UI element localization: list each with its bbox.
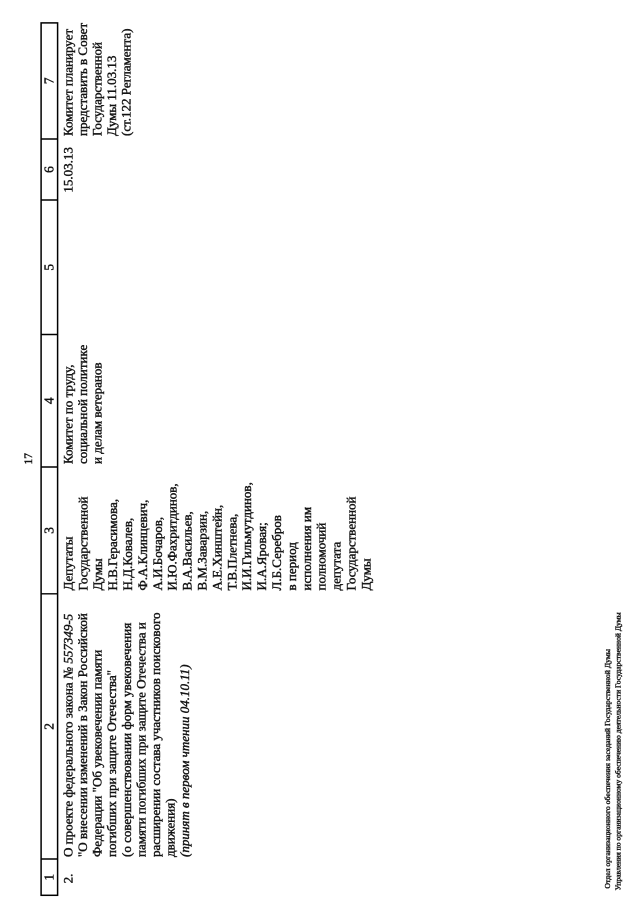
svg-text:15.03.13: 15.03.13 [60, 147, 75, 193]
svg-text:17: 17 [23, 453, 35, 465]
svg-text:2: 2 [42, 723, 57, 730]
svg-text:1: 1 [42, 874, 57, 881]
svg-text:(принят в первом чтении 04.10.: (принят в первом чтении 04.10.11) [177, 664, 192, 857]
svg-text:(о совершенствовании форм увек: (о совершенствовании форм увековечения [119, 623, 134, 857]
svg-text:Ф.А.Клинцевич,: Ф.А.Клинцевич, [135, 500, 150, 591]
svg-text:Л.Б.Серебров: Л.Б.Серебров [269, 515, 284, 590]
svg-text:7: 7 [42, 77, 57, 84]
svg-text:"О внесении изменений в Закон: "О внесении изменений в Закон Российской [75, 613, 90, 857]
svg-text:Государственной: Государственной [75, 496, 90, 590]
svg-text:Н.Д.Ковалев,: Н.Д.Ковалев, [120, 518, 135, 591]
svg-text:Комитет по труду,: Комитет по труду, [60, 365, 75, 464]
svg-text:Думы: Думы [90, 558, 105, 590]
svg-text:3: 3 [42, 527, 57, 534]
svg-text:Т.В.Плетнева,: Т.В.Плетнева, [224, 514, 239, 591]
svg-text:памяти погибших при защите Оте: памяти погибших при защите Отечества и [133, 622, 148, 857]
svg-text:В.А.Васильев,: В.А.Васильев, [180, 511, 195, 590]
svg-text:А.Е.Хинштейн,: А.Е.Хинштейн, [209, 505, 224, 591]
svg-text:в период: в период [284, 542, 299, 591]
svg-text:погибших при защите Отечества": погибших при защите Отечества" [104, 670, 119, 857]
svg-text:И.Ю.Фахритдинов,: И.Ю.Фахритдинов, [165, 483, 180, 590]
svg-text:и делам ветеранов: и делам ветеранов [89, 363, 104, 464]
svg-text:Управления по организационному: Управления по организационному обеспечен… [614, 612, 623, 890]
svg-text:2.: 2. [60, 874, 75, 884]
svg-text:Государственной: Государственной [344, 496, 359, 590]
svg-text:6: 6 [42, 166, 57, 173]
svg-text:Депутаты: Депутаты [60, 536, 75, 590]
svg-text:представить в Совет: представить в Совет [75, 23, 90, 136]
svg-text:Думы 11.03.13: Думы 11.03.13 [104, 56, 119, 136]
svg-text:А.И.Бочаров,: А.И.Бочаров, [150, 517, 165, 591]
svg-text:(ст.122 Регламента): (ст.122 Регламента) [118, 29, 133, 136]
svg-text:В.М.Заварзин,: В.М.Заварзин, [195, 511, 210, 591]
svg-text:И.И.Гильмутдинов,: И.И.Гильмутдинов, [239, 482, 254, 590]
svg-text:Отдел организационного обеспеч: Отдел организационного обеспечения засед… [603, 649, 612, 889]
svg-text:Н.В.Герасимова,: Н.В.Герасимова, [105, 499, 120, 591]
svg-text:исполнения им: исполнения им [299, 507, 314, 591]
svg-text:движения): движения) [163, 798, 178, 857]
svg-text:5: 5 [42, 264, 57, 271]
svg-text:социальной политике: социальной политике [75, 344, 90, 464]
svg-text:полномочий: полномочий [314, 523, 329, 591]
svg-text:Думы: Думы [358, 558, 373, 590]
svg-text:Государственной: Государственной [89, 42, 104, 136]
svg-text:Комитет планирует: Комитет планирует [60, 29, 75, 136]
svg-text:4: 4 [42, 397, 57, 404]
svg-text:Федерации "Об увековечении пам: Федерации "Об увековечении памяти [90, 650, 105, 857]
svg-text:О проекте федерального закона: О проекте федерального закона № 557349-5 [60, 613, 75, 857]
svg-text:депутата: депутата [329, 542, 344, 591]
svg-text:расширении состава участников: расширении состава участников поискового [148, 613, 163, 857]
svg-text:И.А.Яровая;: И.А.Яровая; [254, 522, 269, 590]
